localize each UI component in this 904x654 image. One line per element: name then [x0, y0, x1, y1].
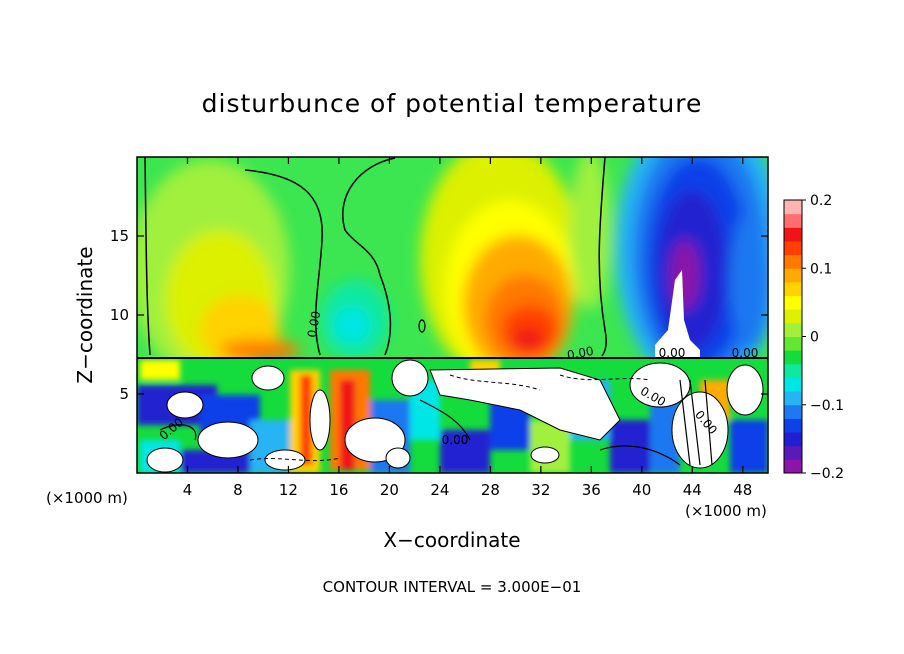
colorbar-tick-label: −0.1: [810, 398, 844, 414]
x-tick-label: 16: [329, 481, 348, 499]
x-tick-label: 28: [481, 481, 500, 499]
x-tick-label: 32: [531, 481, 550, 499]
colorbar-swatch: [784, 240, 802, 256]
colorbar-swatch: [784, 350, 802, 365]
colorbar-swatch: [784, 432, 802, 447]
x-tick-label: 20: [380, 481, 399, 499]
colorbar-swatch: [784, 200, 802, 215]
colorbar-swatch: [784, 363, 802, 378]
colorbar-swatch: [784, 404, 802, 419]
colorbar-swatch: [784, 445, 802, 460]
colorbar-tick-label: 0.1: [810, 261, 832, 277]
colorbar-swatch: [784, 254, 802, 269]
colorbar-swatch: [784, 309, 802, 324]
y-axis: 5 10 15: [110, 227, 768, 403]
y-tick-label: 10: [110, 306, 129, 324]
x-tick-label: 48: [733, 481, 752, 499]
x-tick-label: 12: [279, 481, 298, 499]
x-unit-label: (×1000 m): [46, 489, 128, 507]
x-tick-label: 24: [430, 481, 449, 499]
colorbar-swatch: [784, 418, 802, 433]
x-tick-label: 36: [582, 481, 601, 499]
x-axis: 4 8 12 16 20 24 28 32 36 40 44 48: [183, 157, 752, 499]
contour-label: 0.00: [305, 310, 323, 339]
chart-title: disturbunce of potential temperature: [202, 89, 703, 118]
y-unit-label: (×1000 m): [685, 502, 767, 520]
colorbar-swatch: [784, 213, 802, 228]
y-tick-label: 5: [119, 385, 129, 403]
x-tick-label: 4: [183, 481, 193, 499]
lower-layer-eddies: [146, 359, 764, 473]
x-axis-title: X−coordinate: [383, 528, 520, 552]
x-tick-label: 44: [683, 481, 702, 499]
colorbar-tick-label: 0: [810, 330, 819, 346]
colorbar-swatch: [784, 268, 802, 283]
y-tick-label: 15: [110, 227, 129, 245]
colorbar-tick-label: −0.2: [810, 466, 844, 482]
colorbar-swatch: [784, 391, 802, 406]
upper-layer-field: [137, 157, 768, 390]
colorbar-swatch: [784, 336, 802, 351]
contour-label: 0.00: [442, 433, 469, 447]
y-axis-title: Z−coordinate: [73, 246, 97, 383]
colorbar-swatch: [784, 281, 802, 297]
x-tick-label: 40: [632, 481, 651, 499]
contour-interval-note: CONTOUR INTERVAL = 3.000E−01: [323, 578, 582, 596]
colorbar-swatch: [784, 322, 802, 337]
contour-label: 0.00: [732, 346, 759, 360]
lower-layer-field: [137, 358, 768, 473]
contour-label: 0.00: [659, 346, 686, 360]
colorbar-swatch: [784, 377, 802, 392]
colorbar-swatch: [784, 459, 802, 474]
contour-label: 0.00: [566, 344, 595, 362]
plot-area: 0.00 0.00 0.00 0.00 0.00 0.00 0.00 0.00 …: [110, 156, 769, 499]
x-tick-label: 8: [233, 481, 243, 499]
colorbar-swatch: [784, 295, 802, 310]
colorbar-tick-label: 0.2: [810, 193, 832, 209]
colorbar: 0.2 0.1 0 −0.1 −0.2: [783, 193, 844, 482]
colorbar-swatch: [784, 227, 802, 242]
